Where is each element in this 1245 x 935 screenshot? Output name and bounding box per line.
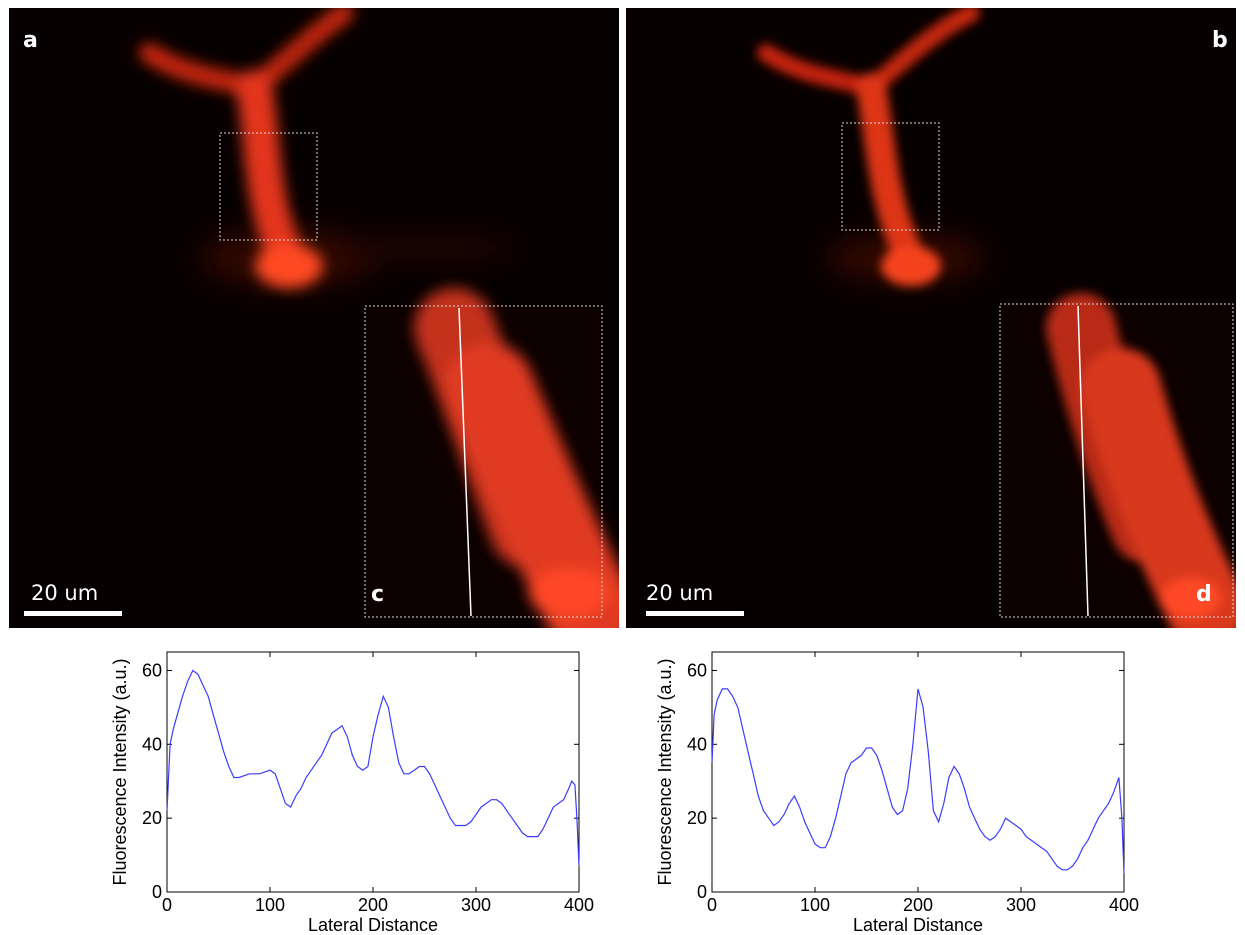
- y-tick-label: 40: [142, 734, 162, 754]
- y-tick-label: 40: [687, 734, 707, 754]
- vessel-image-b: [757, 8, 1236, 628]
- x-tick-label: 100: [800, 895, 830, 915]
- profile-line-d: [1077, 305, 1089, 617]
- x-tick-label: 400: [564, 895, 594, 915]
- panel-letter-c: c: [371, 582, 385, 607]
- x-tick-label: 0: [707, 895, 717, 915]
- y-axis-label: Fluorescence Intensity (a.u.): [110, 658, 130, 885]
- x-tick-label: 400: [1109, 895, 1139, 915]
- profile-line-c: [458, 307, 472, 617]
- x-tick-label: 100: [255, 895, 285, 915]
- y-tick-label: 0: [152, 882, 162, 902]
- scale-bar-a: [24, 611, 122, 616]
- y-tick-label: 60: [142, 660, 162, 680]
- microscopy-panel-b: b 20 um d: [626, 8, 1236, 628]
- microscopy-panel-a: a 20 um c: [9, 8, 619, 628]
- panel-letter-a: a: [23, 28, 38, 53]
- panel-letter-b: b: [1212, 28, 1228, 53]
- scale-bar-label-b: 20 um: [646, 581, 714, 605]
- y-tick-label: 60: [687, 660, 707, 680]
- y-axis-label: Fluorescence Intensity (a.u.): [655, 658, 675, 885]
- x-tick-label: 300: [1006, 895, 1036, 915]
- roi-box-b: [841, 122, 940, 231]
- plot-frame: [166, 651, 580, 893]
- vessel-image-a: [139, 8, 619, 628]
- intensity-line: [711, 688, 1125, 874]
- intensity-line: [166, 669, 580, 867]
- intensity-profile-chart-d: 0 100 200 300 400 0 20 40 60 Lateral Distance Fl…: [655, 651, 1139, 935]
- y-tick-label: 20: [687, 808, 707, 828]
- tick-labels: 0 100 200 300 400 0 20 40 60: [142, 660, 594, 915]
- y-tick-label: 0: [697, 882, 707, 902]
- scale-bar-b: [646, 611, 744, 616]
- scale-bar-label-a: 20 um: [31, 581, 99, 605]
- tick-marks: [711, 652, 1125, 893]
- x-tick-label: 200: [358, 895, 388, 915]
- tick-marks: [166, 652, 580, 893]
- y-tick-label: 20: [142, 808, 162, 828]
- plot-frame: [711, 651, 1125, 893]
- inset-c: [364, 288, 619, 628]
- tick-labels: 0 100 200 300 400 0 20 40 60: [687, 660, 1139, 915]
- inset-d: [999, 293, 1236, 628]
- x-tick-label: 200: [903, 895, 933, 915]
- x-axis-label: Lateral Distance: [853, 915, 983, 935]
- x-tick-label: 300: [461, 895, 491, 915]
- intensity-profile-chart-c: 0 100 200 300 400 0 20 40 60 Lateral Distance Fl…: [110, 651, 594, 935]
- panel-letter-d: d: [1196, 582, 1212, 607]
- roi-box-a: [219, 132, 318, 241]
- x-axis-label: Lateral Distance: [308, 915, 438, 935]
- x-tick-label: 0: [162, 895, 172, 915]
